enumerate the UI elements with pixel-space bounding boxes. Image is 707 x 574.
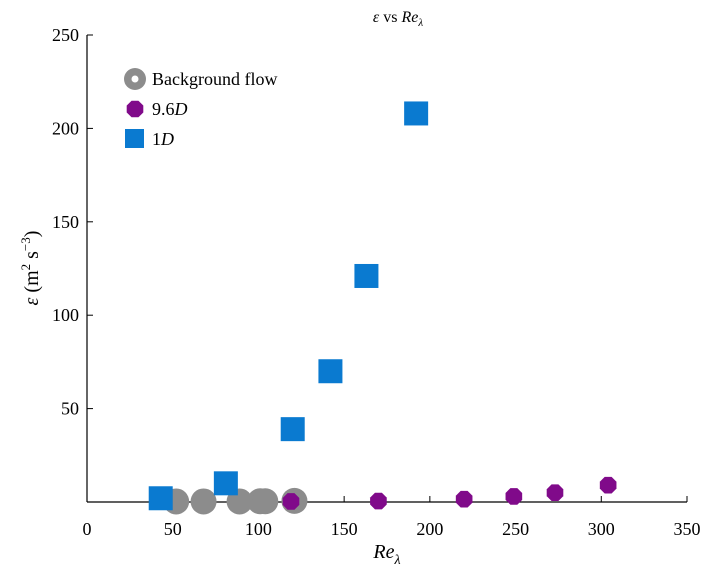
x-tick-label: 0 — [83, 519, 92, 539]
y-tick-label: 150 — [52, 212, 79, 232]
x-tick-label: 150 — [331, 519, 358, 539]
legend-label-9-6d: 9.6D — [152, 99, 188, 119]
y-ticks: 50 100 150 200 250 — [52, 25, 93, 419]
data-point-1d — [280, 417, 305, 442]
title-vs: vs — [379, 9, 401, 26]
legend: Background flow 9.6D 1D — [124, 68, 277, 149]
data-point-background-flow — [252, 488, 279, 515]
data-point-9-6d — [505, 488, 523, 505]
legend-label-1d: 1D — [152, 129, 174, 149]
data-point-1d — [148, 486, 173, 511]
x-title-lambda: λ — [394, 553, 401, 568]
series-layer — [148, 101, 617, 515]
legend-item-1d: 1D — [125, 129, 174, 149]
title-re: Re — [400, 9, 418, 26]
chart-title: ε vs Reλ — [373, 9, 423, 29]
x-tick-label: 200 — [416, 519, 443, 539]
data-point-1d — [404, 101, 429, 126]
data-point-9-6d — [282, 493, 300, 510]
legend-label-1d-num: 1 — [152, 129, 161, 149]
legend-label-1d-unit: D — [160, 129, 174, 149]
data-point-9-6d — [370, 492, 387, 510]
legend-marker-1d — [125, 129, 144, 148]
y-axis-title: ε (m2 s−3) — [18, 231, 43, 306]
y-title-close: ) — [21, 231, 43, 238]
y-title-eps: ε — [21, 297, 43, 305]
legend-marker-9-6d — [126, 100, 144, 118]
y-title-exp: −3 — [18, 237, 33, 251]
legend-item-9-6d: 9.6D — [126, 99, 188, 119]
legend-label-background-flow: Background flow — [152, 69, 277, 89]
y-tick-label: 200 — [52, 118, 79, 138]
x-tick-label: 100 — [245, 519, 272, 539]
data-point-9-6d — [599, 476, 617, 494]
data-point-9-6d — [455, 490, 473, 508]
title-eps: ε — [373, 9, 380, 26]
y-tick-label: 50 — [61, 399, 79, 419]
y-title-mid: s — [21, 251, 43, 264]
x-tick-label: 250 — [502, 519, 529, 539]
legend-marker-background-flow-center — [131, 75, 139, 83]
x-tick-label: 50 — [164, 519, 182, 539]
x-axis-title: Reλ — [372, 541, 400, 568]
y-tick-label: 250 — [52, 25, 79, 45]
y-title-sq: 2 — [18, 264, 33, 271]
data-point-1d — [318, 359, 343, 384]
x-title-re: Re — [372, 541, 394, 563]
legend-label-9-6d-num: 9.6 — [152, 99, 175, 119]
data-point-1d — [354, 263, 379, 288]
title-lambda: λ — [417, 17, 423, 29]
data-point-background-flow — [190, 488, 217, 515]
x-ticks: 0 50 100 150 200 250 300 350 — [83, 496, 701, 539]
series-9-6d — [282, 476, 617, 510]
data-point-9-6d — [546, 484, 564, 501]
x-tick-label: 300 — [588, 519, 615, 539]
y-title-open: (m — [21, 270, 43, 298]
legend-label-9-6d-unit: D — [174, 99, 188, 119]
series-1d — [148, 101, 429, 511]
data-point-1d — [213, 471, 238, 496]
y-tick-label: 100 — [52, 305, 79, 325]
x-tick-label: 350 — [674, 519, 701, 539]
legend-item-background-flow: Background flow — [124, 68, 277, 90]
